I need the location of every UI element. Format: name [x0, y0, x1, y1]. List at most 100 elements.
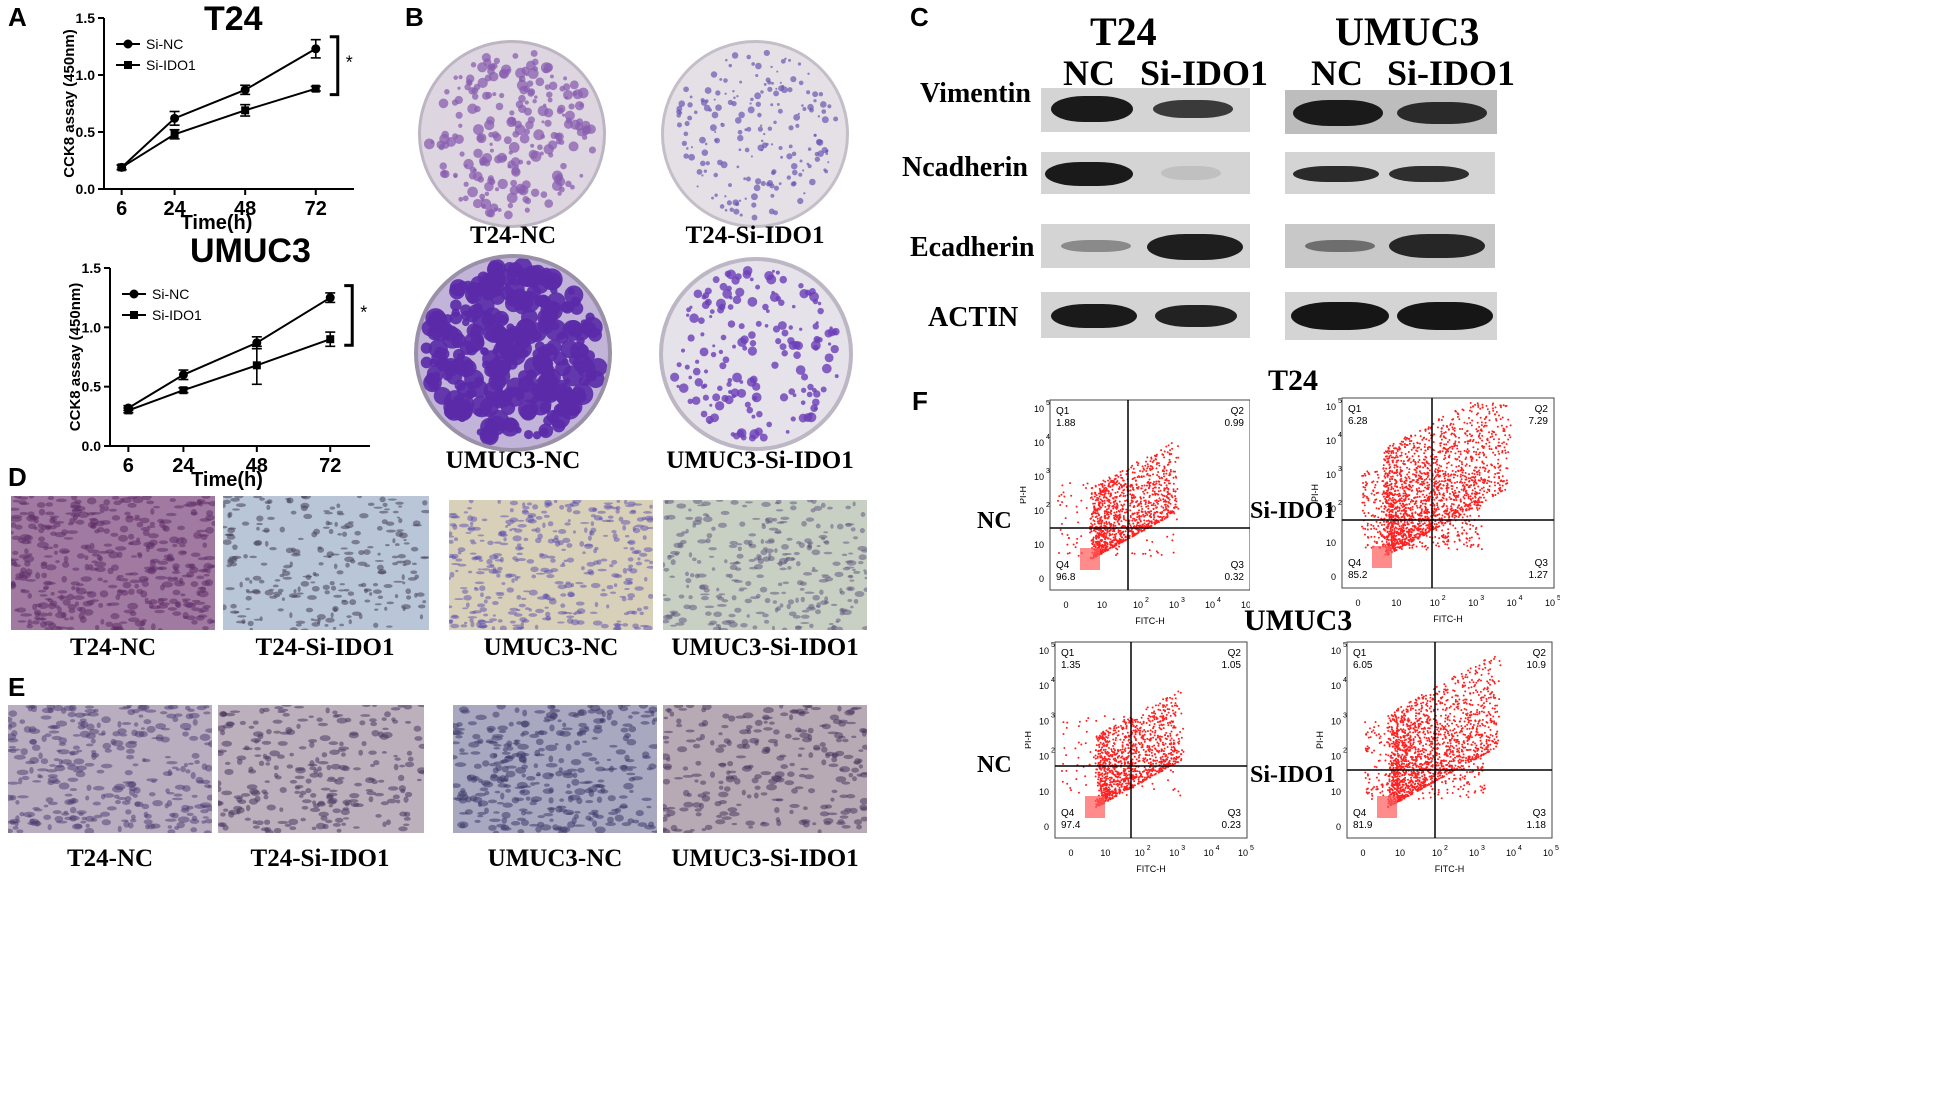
flow-row-nc-2: NC — [977, 752, 1012, 778]
panel-label-c: C — [910, 2, 929, 32]
blot-col-t24-nc: NC — [1063, 53, 1115, 93]
flow-y-tick: 0 — [1336, 822, 1341, 832]
flow-y-tick-exp: 3 — [1338, 466, 1342, 473]
flow-x-axis-label: FITC-H — [1435, 864, 1465, 874]
blot-t24-ecadherin — [1041, 224, 1250, 268]
q3-label: Q3 — [1535, 558, 1549, 569]
blot-row-vimentin: Vimentin — [920, 78, 1031, 109]
legend-marker — [123, 39, 133, 49]
blot-title-umuc3: UMUC3 — [1335, 9, 1480, 54]
data-point — [325, 293, 335, 303]
flow-y-tick-exp: 4 — [1051, 677, 1055, 684]
panel-label-a: A — [8, 2, 27, 32]
flow-y-tick-exp: 2 — [1338, 500, 1342, 507]
x-axis-label: Time(h) — [191, 469, 263, 491]
flow-y-tick-exp: 3 — [1046, 468, 1050, 475]
flow-y-tick: 10 — [1039, 787, 1049, 797]
chart-title: T24 — [204, 0, 263, 38]
blot-row-actin: ACTIN — [928, 302, 1019, 333]
data-point — [252, 338, 262, 348]
blot-row-ecadherin: Ecadherin — [910, 232, 1035, 263]
flow-x-tick-exp: 2 — [1147, 845, 1151, 852]
flow-y-tick: 10 — [1326, 436, 1336, 446]
q1-label: Q1 — [1348, 404, 1362, 415]
q1-value: 6.05 — [1353, 660, 1373, 671]
blot-umuc3-ecadherin — [1285, 224, 1495, 268]
blot-t24-vimentin — [1041, 88, 1250, 132]
colony-caption-umuc3-nc: UMUC3-NC — [445, 447, 581, 474]
flow-x-tick-exp: 3 — [1480, 595, 1484, 602]
data-point — [311, 44, 321, 54]
panel-label-e: E — [8, 672, 26, 702]
flow-x-tick: 10 — [1432, 848, 1442, 858]
q4-value: 85.2 — [1348, 570, 1368, 581]
flow-y-tick: 10 — [1326, 402, 1336, 412]
x-tick-label: 24 — [172, 455, 195, 477]
x-tick-label: 48 — [234, 198, 256, 220]
q2-label: Q2 — [1535, 404, 1549, 415]
significance-bracket — [344, 284, 354, 347]
flow-y-tick-exp: 5 — [1046, 400, 1050, 407]
q3-value: 1.27 — [1529, 570, 1549, 581]
data-point — [252, 361, 261, 370]
q4-label: Q4 — [1353, 808, 1367, 819]
migration-caption-t24-nc: T24-NC — [69, 634, 157, 661]
flow-x-tick: 10 — [1241, 600, 1250, 610]
flow-plot-t24-nc: Q11.88Q20.99Q30.32Q496.8010102103104105F… — [1020, 399, 1250, 626]
blot-title-t24: T24 — [1090, 9, 1157, 54]
flow-y-tick-exp: 5 — [1338, 398, 1342, 405]
data-point — [178, 370, 188, 380]
flow-x-tick: 10 — [1391, 598, 1401, 608]
y-axis-label: CCK8 assay (450nm) — [67, 283, 84, 431]
flow-y-tick: 10 — [1326, 538, 1336, 548]
flow-row-nc-1: NC — [977, 508, 1012, 534]
flow-x-tick: 10 — [1507, 598, 1517, 608]
migration-image-t24-nc — [11, 496, 215, 630]
invasion-caption-umuc3-si: UMUC3-Si-IDO1 — [671, 845, 859, 872]
flow-y-tick: 10 — [1034, 438, 1044, 448]
migration-image-t24-si — [223, 496, 429, 630]
flow-y-tick: 10 — [1326, 504, 1336, 514]
flow-x-tick: 0 — [1063, 600, 1068, 610]
colony-dish-umuc3-si — [659, 257, 853, 451]
series-line-si-ido1 — [128, 338, 331, 412]
y-tick-label: 1.5 — [82, 260, 102, 276]
data-point — [326, 335, 335, 344]
blot-umuc3-vimentin — [1285, 90, 1497, 134]
flow-x-tick: 0 — [1068, 848, 1073, 858]
legend-label: Si-IDO1 — [146, 57, 196, 73]
significance-bracket — [329, 35, 340, 97]
flow-x-tick-exp: 5 — [1557, 595, 1560, 602]
flow-y-tick-exp: 3 — [1051, 712, 1055, 719]
flow-y-tick: 10 — [1034, 540, 1044, 550]
q4-value: 81.9 — [1353, 820, 1373, 831]
flow-row-si-1: Si-IDO1 — [1250, 498, 1336, 524]
legend-marker — [130, 311, 138, 319]
data-point — [170, 113, 180, 123]
flow-x-tick-exp: 3 — [1481, 845, 1485, 852]
series-line-si-nc — [120, 47, 317, 169]
flow-x-tick: 10 — [1468, 598, 1478, 608]
q2-value: 7.29 — [1529, 416, 1549, 427]
flow-x-tick: 10 — [1430, 598, 1440, 608]
flow-x-tick-exp: 4 — [1217, 597, 1221, 604]
x-axis-label: Time(h) — [181, 212, 253, 234]
flow-y-tick: 10 — [1034, 506, 1044, 516]
flow-y-tick: 10 — [1331, 787, 1341, 797]
invasion-image-t24-si — [218, 705, 424, 833]
data-point — [170, 130, 179, 139]
q2-label: Q2 — [1231, 406, 1245, 417]
flow-y-tick: 10 — [1326, 470, 1336, 480]
panel-label-d: D — [8, 462, 27, 492]
flow-x-tick: 10 — [1543, 848, 1553, 858]
flow-x-axis-label: FITC-H — [1136, 864, 1166, 874]
y-tick-label: 0.0 — [76, 181, 96, 197]
colony-dish-umuc3-nc — [414, 254, 612, 452]
q2-value: 1.05 — [1222, 660, 1242, 671]
flow-x-tick: 0 — [1355, 598, 1360, 608]
q1-value: 1.35 — [1061, 660, 1081, 671]
flow-x-tick: 10 — [1238, 848, 1248, 858]
invasion-image-t24-nc — [8, 705, 212, 833]
